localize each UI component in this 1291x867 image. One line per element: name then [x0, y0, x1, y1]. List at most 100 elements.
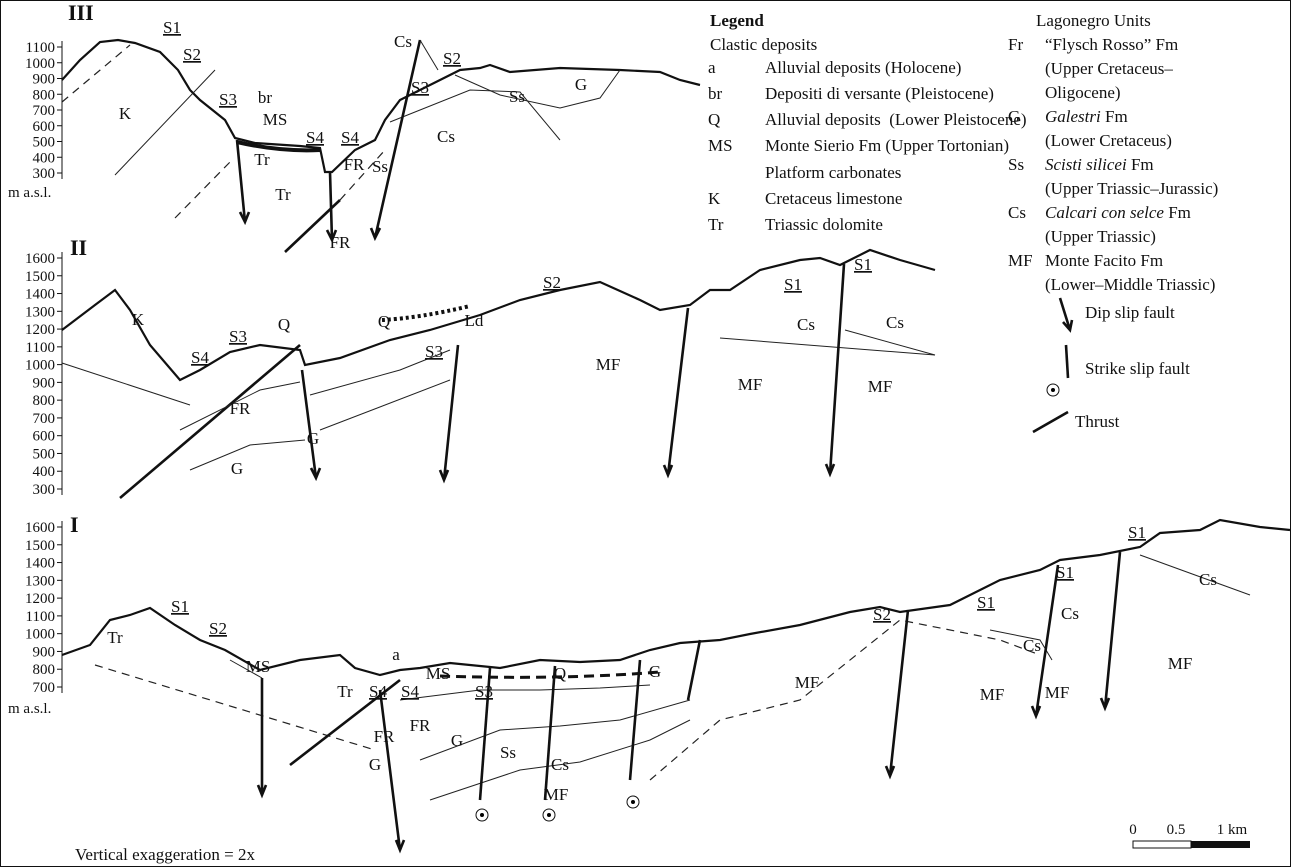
unit-label: G — [231, 459, 243, 478]
legend-text: Calcari con selce Fm — [1045, 203, 1191, 222]
legend-title: Legend — [710, 11, 764, 30]
tick-label: 900 — [33, 72, 56, 88]
tick-label: 1200 — [25, 591, 55, 607]
legend-code: Fr — [1008, 35, 1023, 54]
legend-name: Fm — [1164, 203, 1191, 222]
unit-label: S1 — [1056, 563, 1074, 582]
unit-label: S2 — [183, 45, 201, 64]
unit-label: Cs — [1061, 604, 1079, 623]
unit-label: S1 — [1128, 523, 1146, 542]
unit-label: S2 — [443, 49, 461, 68]
unit-label: S1 — [784, 275, 802, 294]
legend-name-italic: Scisti silicei — [1045, 155, 1127, 174]
unit-label: S3 — [219, 90, 237, 109]
unit-label: Tr — [107, 628, 123, 647]
unit-label: MF — [980, 685, 1005, 704]
unit-label: Q — [378, 312, 390, 331]
legend-code: K — [708, 189, 721, 208]
unit-label: MF — [795, 673, 820, 692]
unit-label: FR — [344, 155, 365, 174]
legend-code: Ss — [1008, 155, 1024, 174]
section-iii-drawing — [62, 40, 700, 252]
tick-label: 1100 — [26, 40, 55, 56]
unit-label: K — [119, 104, 132, 123]
axis-unit: m a.s.l. — [8, 701, 51, 717]
unit-label: MF — [1168, 654, 1193, 673]
tick-label: 1200 — [25, 322, 55, 338]
unit-label: Cs — [394, 32, 412, 51]
legend-text: (Lower–Middle Triassic) — [1045, 275, 1215, 294]
tick-label: 600 — [33, 429, 56, 445]
tick-label: 1400 — [25, 556, 55, 572]
symbol-label: Strike slip fault — [1085, 359, 1190, 378]
scale-label: 0 — [1129, 822, 1137, 838]
legend-heading: Clastic deposits — [710, 35, 817, 54]
unit-label: MF — [738, 375, 763, 394]
unit-label: FR — [410, 716, 431, 735]
unit-label: Tr — [254, 150, 270, 169]
unit-label: S1 — [171, 597, 189, 616]
legend-heading: Lagonegro Units — [1036, 11, 1151, 30]
unit-label: MS — [263, 110, 288, 129]
tick-label: 1500 — [25, 538, 55, 554]
symbol-label: Dip slip fault — [1085, 303, 1175, 322]
section-id: I — [70, 512, 79, 537]
legend-text: Monte Sierio Fm (Upper Tortonian) — [765, 136, 1009, 155]
unit-label: S4 — [341, 128, 359, 147]
tick-label: 1000 — [25, 56, 55, 72]
unit-label: Cs — [1199, 570, 1217, 589]
unit-label: MF — [544, 785, 569, 804]
legend-text: (Lower Cretaceus) — [1045, 131, 1172, 150]
tick-label: 1300 — [25, 304, 55, 320]
unit-label: S4 — [306, 128, 324, 147]
unit-label: Q — [278, 315, 290, 334]
tick-label: 500 — [33, 446, 56, 462]
unit-label: S3 — [425, 342, 443, 361]
unit-label: S3 — [475, 682, 493, 701]
unit-label: S1 — [163, 18, 181, 37]
legend-text: “Flysch Rosso” Fm — [1045, 35, 1178, 54]
unit-label: Cs — [437, 127, 455, 146]
unit-label: MF — [1045, 683, 1070, 702]
unit-label: MS — [246, 657, 271, 676]
legend-name: “Flysch Rosso” Fm — [1045, 35, 1178, 54]
legend-name: Monte Facito Fm — [1045, 251, 1163, 270]
unit-label: K — [132, 310, 145, 329]
scale-label: 1 km — [1217, 822, 1248, 838]
tick-label: 1600 — [25, 520, 55, 536]
legend-text: Galestri Fm — [1045, 107, 1128, 126]
tick-label: 900 — [33, 644, 56, 660]
unit-label: Ld — [465, 311, 484, 330]
unit-label: S2 — [873, 605, 891, 624]
tick-label: 900 — [33, 375, 56, 391]
unit-label: S4 — [401, 682, 419, 701]
unit-label: G — [369, 755, 381, 774]
unit-label: MF — [868, 377, 893, 396]
unit-label: G — [307, 429, 319, 448]
tick-label: 800 — [33, 393, 56, 409]
tick-label: 500 — [33, 135, 56, 151]
unit-label: S2 — [543, 273, 561, 292]
note: Vertical exaggeration = 2x — [75, 845, 255, 864]
tick-label: 1000 — [25, 358, 55, 374]
unit-label: Ss — [500, 743, 516, 762]
unit-label: Ss — [509, 87, 525, 106]
axis-unit: m a.s.l. — [8, 185, 51, 201]
legend-code: G — [1008, 107, 1020, 126]
tick-label: 400 — [33, 464, 56, 480]
unit-label: Cs — [797, 315, 815, 334]
legend-text: (Upper Cretaceus– — [1045, 59, 1173, 78]
unit-label: Cs — [886, 313, 904, 332]
legend-code: Tr — [708, 215, 724, 234]
tick-label: 1400 — [25, 287, 55, 303]
unit-label: MF — [596, 355, 621, 374]
unit-label: S4 — [369, 682, 387, 701]
tick-label: 700 — [33, 411, 56, 427]
legend-name-italic: Galestri — [1045, 107, 1101, 126]
legend-text: Oligocene) — [1045, 83, 1121, 102]
unit-label: Ss — [372, 157, 388, 176]
cross-sections: 11001000900800700600500400300IIIm a.s.l.… — [0, 0, 1291, 867]
unit-label: S3 — [411, 78, 429, 97]
tick-label: 700 — [33, 680, 56, 696]
tick-label: 600 — [33, 119, 56, 135]
